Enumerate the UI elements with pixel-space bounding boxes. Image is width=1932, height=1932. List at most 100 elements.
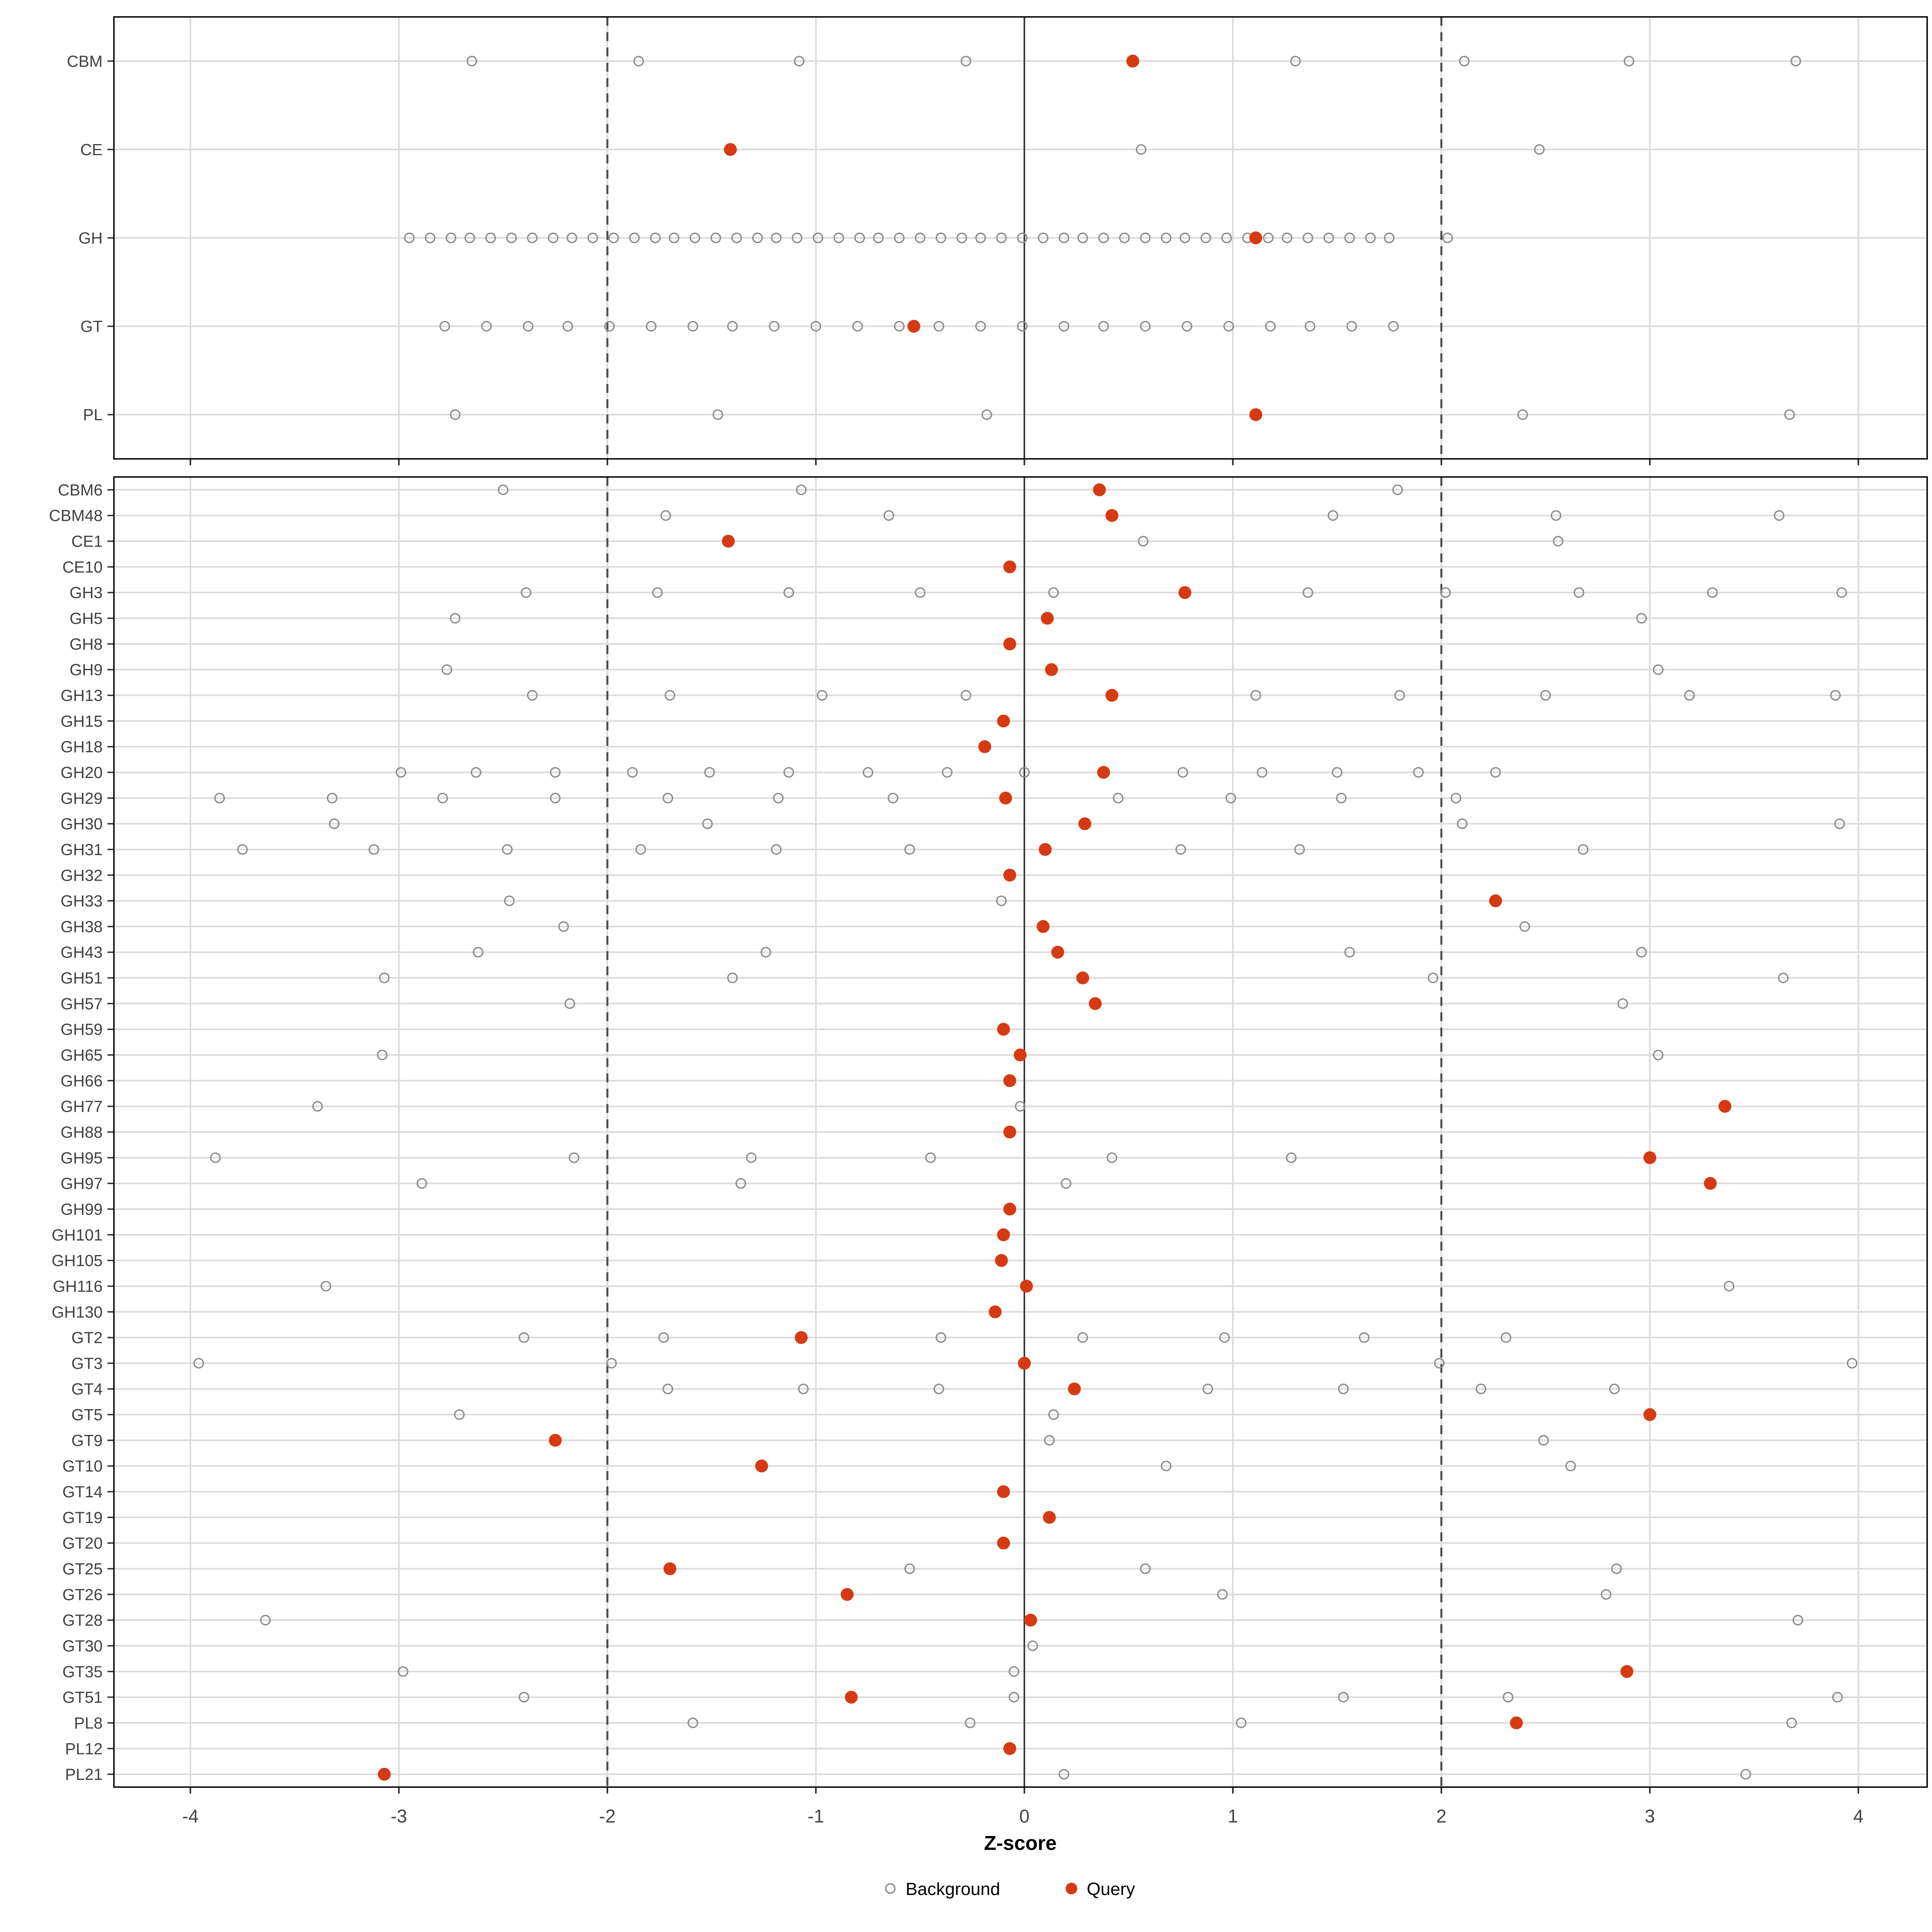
background-point bbox=[1250, 690, 1261, 701]
background-point bbox=[1459, 56, 1470, 67]
row-label: GH bbox=[78, 229, 103, 247]
x-tick-label: 4 bbox=[1853, 1806, 1864, 1827]
background-point bbox=[1138, 536, 1149, 547]
background-point bbox=[497, 484, 509, 495]
query-point bbox=[1097, 766, 1110, 779]
background-point bbox=[942, 767, 953, 778]
background-point bbox=[833, 232, 844, 244]
background-point bbox=[568, 1152, 580, 1163]
background-point bbox=[1442, 232, 1453, 244]
background-point bbox=[746, 1152, 757, 1163]
background-point bbox=[1611, 1563, 1622, 1574]
query-point bbox=[755, 1459, 768, 1473]
background-point bbox=[1098, 232, 1109, 244]
row-label: GT35 bbox=[62, 1663, 103, 1681]
background-point bbox=[652, 587, 663, 598]
background-point bbox=[883, 510, 894, 521]
query-point bbox=[663, 1562, 677, 1575]
query-point bbox=[1620, 1665, 1634, 1678]
query-point bbox=[549, 1434, 562, 1447]
background-point bbox=[817, 690, 828, 701]
background-point bbox=[210, 1152, 221, 1163]
background-point bbox=[956, 232, 967, 244]
x-tick-label: -4 bbox=[182, 1806, 199, 1827]
x-tick-label: -3 bbox=[391, 1806, 407, 1827]
background-point bbox=[975, 321, 986, 332]
row-label: GH38 bbox=[61, 918, 103, 936]
row-label: GH31 bbox=[61, 841, 103, 859]
background-point bbox=[550, 793, 561, 803]
row-label: GH43 bbox=[61, 944, 103, 962]
background-point bbox=[1501, 1332, 1511, 1343]
background-point bbox=[398, 1666, 409, 1677]
row-label: GH59 bbox=[61, 1021, 103, 1038]
background-point bbox=[1392, 484, 1403, 495]
row-label: GT bbox=[80, 318, 103, 336]
background-point bbox=[1294, 844, 1305, 855]
background-point bbox=[935, 1332, 947, 1343]
row-label: GT2 bbox=[71, 1329, 103, 1347]
query-point bbox=[1024, 1614, 1037, 1627]
query-point bbox=[724, 143, 737, 156]
background-point bbox=[260, 1614, 271, 1626]
background-point bbox=[1740, 1769, 1751, 1780]
background-point bbox=[660, 510, 671, 521]
query-point bbox=[1105, 509, 1119, 522]
background-point bbox=[1428, 972, 1439, 983]
query-point bbox=[1068, 1382, 1081, 1395]
background-point bbox=[1784, 409, 1795, 420]
query-point bbox=[997, 1485, 1010, 1499]
row-label: GT10 bbox=[62, 1457, 103, 1475]
background-point bbox=[1338, 1692, 1349, 1703]
background-point bbox=[798, 1383, 809, 1394]
background-point bbox=[522, 321, 534, 332]
background-point bbox=[1106, 1152, 1117, 1163]
background-point bbox=[193, 1358, 204, 1369]
background-point bbox=[312, 1101, 323, 1112]
query-point bbox=[1003, 637, 1016, 650]
background-point bbox=[1365, 232, 1376, 244]
top-panel: CBM CE GH GT PL bbox=[67, 16, 1928, 465]
row-label: GT5 bbox=[71, 1406, 103, 1424]
background-point bbox=[1038, 232, 1049, 244]
background-point bbox=[1394, 690, 1405, 701]
background-point bbox=[466, 56, 477, 67]
query-point bbox=[1704, 1177, 1717, 1190]
background-point bbox=[566, 232, 578, 244]
background-point bbox=[1573, 587, 1585, 598]
legend: Background Query bbox=[885, 1879, 1135, 1899]
query-point bbox=[1036, 920, 1050, 933]
background-point bbox=[558, 921, 569, 932]
row-label: PL bbox=[83, 406, 103, 424]
background-point bbox=[518, 1332, 530, 1343]
background-point bbox=[504, 895, 515, 906]
query-point bbox=[1105, 689, 1119, 702]
background-point bbox=[727, 321, 738, 332]
background-point bbox=[1140, 321, 1151, 332]
background-point bbox=[1451, 793, 1461, 803]
background-point bbox=[481, 321, 492, 332]
background-point bbox=[506, 232, 517, 244]
row-label: GH101 bbox=[52, 1226, 103, 1244]
background-point bbox=[960, 56, 972, 67]
background-point bbox=[1135, 144, 1147, 155]
background-point bbox=[327, 793, 338, 803]
background-point bbox=[1550, 510, 1562, 521]
background-point bbox=[1778, 972, 1789, 983]
query-point bbox=[1510, 1716, 1523, 1730]
background-point bbox=[1161, 1461, 1172, 1472]
background-point bbox=[1636, 947, 1647, 958]
background-point bbox=[1181, 321, 1193, 332]
background-point bbox=[1413, 767, 1424, 778]
background-point bbox=[727, 972, 738, 983]
background-point bbox=[933, 1383, 944, 1394]
background-point bbox=[404, 232, 415, 244]
background-point bbox=[1790, 56, 1801, 67]
query-point bbox=[907, 320, 921, 333]
row-label: GT25 bbox=[62, 1560, 103, 1578]
row-label: PL21 bbox=[65, 1766, 103, 1783]
background-point bbox=[1359, 1332, 1370, 1343]
background-point bbox=[1223, 321, 1234, 332]
row-label: CBM48 bbox=[49, 507, 103, 525]
background-point bbox=[704, 767, 715, 778]
